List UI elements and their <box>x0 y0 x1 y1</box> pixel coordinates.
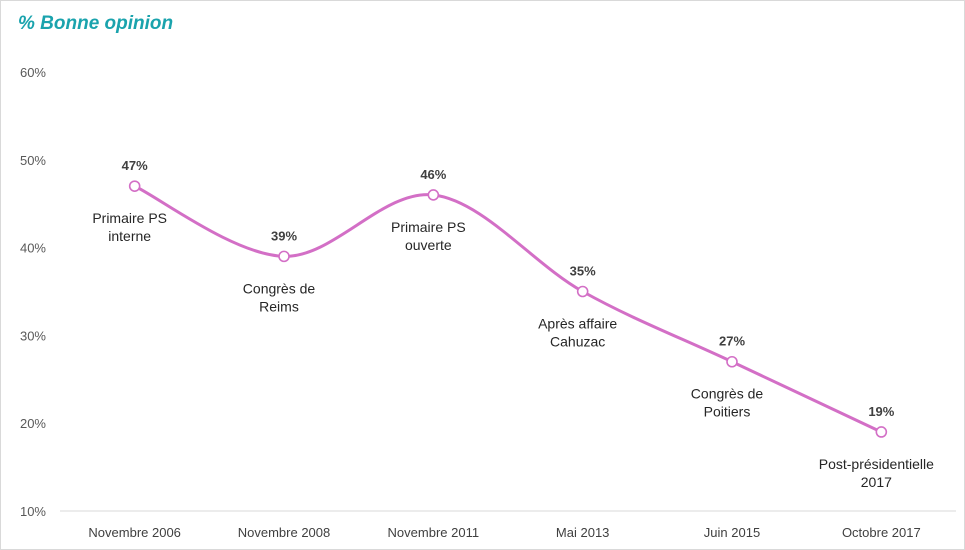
data-label: 27% <box>719 334 745 349</box>
data-label: 46% <box>420 167 446 182</box>
data-point-marker <box>726 355 738 368</box>
data-label: 35% <box>570 264 596 279</box>
x-tick-label: Novembre 2008 <box>238 525 331 540</box>
chart-title: % Bonne opinion <box>18 13 174 34</box>
annotation-label: Primaire PS <box>92 210 167 226</box>
annotation-label: Primaire PS <box>391 219 466 235</box>
data-label: 47% <box>122 158 148 173</box>
x-tick-label: Mai 2013 <box>556 525 609 540</box>
x-tick-label: Juin 2015 <box>704 525 760 540</box>
data-point-marker <box>875 426 888 438</box>
annotation-label: Après affaire <box>538 316 617 332</box>
data-label: 39% <box>271 228 297 243</box>
y-tick-label: 60% <box>20 65 46 80</box>
annotation-label: Reims <box>259 298 299 314</box>
annotation-label: Post-présidentielle <box>819 456 934 472</box>
annotation-label: Poitiers <box>704 404 751 420</box>
annotation-label: interne <box>108 228 151 244</box>
x-tick-label: Octobre 2017 <box>842 525 921 540</box>
annotation-label: Cahuzac <box>550 334 605 350</box>
data-point-marker <box>278 250 290 263</box>
annotation-label: ouverte <box>405 237 452 253</box>
data-point-marker <box>427 189 440 201</box>
data-label: 19% <box>868 404 894 419</box>
series-line <box>133 184 883 434</box>
data-point-marker <box>128 180 141 192</box>
y-tick-label: 10% <box>20 504 46 519</box>
annotation-label: Congrès de <box>691 386 764 402</box>
data-point-marker <box>576 285 589 298</box>
y-tick-label: 30% <box>20 328 46 343</box>
y-tick-label: 40% <box>20 241 46 256</box>
y-tick-label: 20% <box>20 416 46 431</box>
x-tick-label: Novembre 2006 <box>88 525 181 540</box>
annotation-label: Congrès de <box>243 280 316 296</box>
annotation-label: 2017 <box>861 474 892 490</box>
x-tick-label: Novembre 2011 <box>388 525 480 540</box>
y-tick-label: 50% <box>20 153 46 168</box>
